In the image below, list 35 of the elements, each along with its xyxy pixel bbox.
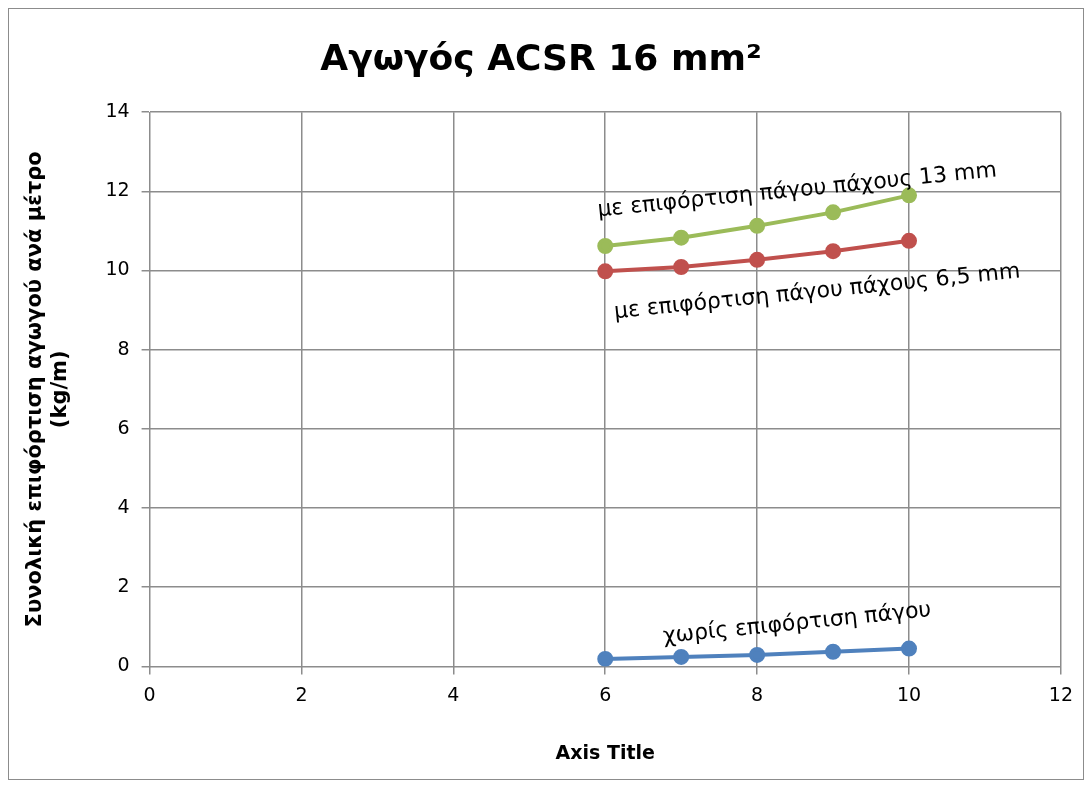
x-axis-title: Axis Title	[555, 740, 655, 763]
point	[901, 232, 918, 249]
y-tick-label: 6	[117, 415, 130, 438]
text: με επιφόρτιση πάγου πάχους 6,5 mm	[612, 257, 1022, 324]
point	[825, 204, 842, 221]
point	[749, 646, 766, 663]
point	[597, 263, 614, 280]
point	[825, 643, 842, 660]
point	[673, 258, 690, 275]
point	[673, 648, 690, 665]
point	[901, 640, 918, 657]
point	[749, 251, 766, 268]
x-tick-label: 6	[599, 682, 612, 705]
y-tick-label: 14	[105, 99, 130, 122]
text: χωρίς επιφόρτιση πάγου	[661, 596, 933, 648]
y-tick-label: 12	[105, 178, 130, 201]
y-tick-label: 2	[117, 574, 130, 597]
point	[825, 243, 842, 260]
x-tick-label: 8	[751, 682, 764, 705]
x-tick-label: 10	[896, 682, 922, 705]
point	[597, 650, 614, 667]
point	[673, 229, 690, 246]
x-tick-label: 4	[447, 682, 460, 705]
y-tick-label: 4	[117, 494, 130, 517]
x-tick-label: 2	[295, 682, 308, 705]
x-tick-label: 0	[143, 682, 156, 705]
point	[749, 217, 766, 234]
point	[597, 238, 614, 254]
y-tick-label: 8	[117, 336, 130, 359]
text: με επιφόρτιση πάγου πάχους 13 mm	[596, 156, 998, 222]
y-tick-label: 10	[105, 257, 130, 280]
y-tick-label: 0	[117, 653, 130, 676]
chart-title: Αγωγός ACSR 16 mm²	[320, 36, 762, 78]
x-tick-label: 12	[1048, 682, 1074, 705]
y-axis-title: Συνολική επιφόρτιση αγωγού ανά μέτρο (kg/m)	[22, 151, 72, 628]
